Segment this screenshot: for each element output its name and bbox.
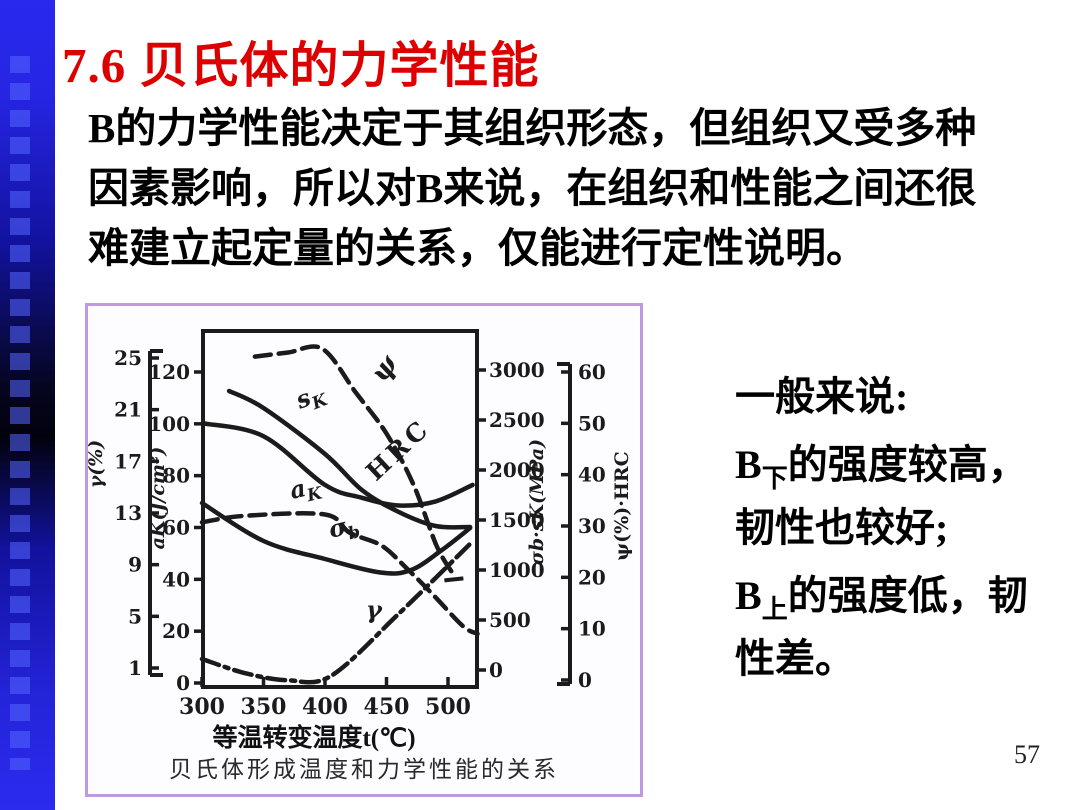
y-tick-label: 40: [162, 567, 190, 591]
body-line: 因素影响，所以对B来说，在组织和性能之间还很: [88, 165, 977, 211]
y-tick-label: 0: [489, 658, 503, 682]
x-tick-label: 450: [364, 694, 410, 720]
y-tick-label: 25: [114, 346, 142, 370]
note-line: B下的强度较高，: [735, 433, 1075, 496]
accent-bar: [0, 0, 55, 810]
y-tick-label: 1: [128, 656, 142, 680]
b-symbol: B: [735, 573, 762, 618]
series-sigma_b: [199, 500, 473, 576]
plot-frame: [201, 329, 479, 689]
axis-outer_right: 0 10 20 30 40 50 60 ψ(%)·HRC: [557, 360, 633, 692]
y-tick-label: 0: [176, 671, 190, 695]
y-tick-label: 100: [148, 412, 190, 436]
y-tick-label: 60: [162, 515, 190, 539]
y-tick-label: 1500: [489, 508, 545, 532]
body-paragraph: B的力学性能决定于其组织形态，但组织又受多种 因素影响，所以对B来说，在组织和性…: [88, 98, 1063, 278]
axis-title: γ(%): [88, 440, 107, 489]
series-label-sigma_b: σb: [325, 509, 362, 549]
series-label-psi: ψ: [364, 348, 405, 388]
x-axis: 300 350 400 450 500: [179, 677, 471, 720]
y-tick-label: 30: [578, 514, 606, 538]
y-tick-label: 21: [114, 398, 142, 422]
series-psi: [252, 344, 458, 580]
y-tick-label: 0: [578, 668, 592, 692]
series-HRC: [200, 421, 475, 508]
figure-box: 300 350 400 450 500 1 5 9 13 17 21 25 γ(%) 0 20 40 60 80 1…: [85, 303, 643, 797]
note-line: 韧性也较好;: [735, 505, 949, 550]
note-intro: 一般来说:: [735, 365, 1075, 428]
note-line: 性差。: [735, 636, 855, 681]
psi-end-cap: [444, 576, 464, 583]
x-tick-label: 500: [425, 694, 471, 720]
y-tick-label: 500: [489, 608, 531, 632]
note-line: B上的强度低，韧: [735, 564, 1075, 627]
axis-mpa_right: 0 500 1000 1500 2000 2500 3000 σb·sK(MPa): [477, 358, 548, 682]
y-tick-label: 20: [162, 619, 190, 643]
y-tick-label: 80: [162, 464, 190, 488]
y-tick-label: 2000: [489, 458, 545, 482]
mechanical-properties-chart: 300 350 400 450 50015913172125γ(%)0204060801…: [88, 329, 633, 782]
y-tick-label: 10: [578, 617, 606, 641]
y-tick-label: 50: [578, 411, 606, 435]
y-tick-label: 60: [578, 360, 606, 384]
axis-title: ψ(%)·HRC: [611, 451, 633, 560]
notes-block: 一般来说: B下的强度较高， 韧性也较好; B上的强度低，韧 性差。: [735, 365, 1075, 695]
b-subscript: 下: [761, 464, 788, 493]
body-line: B的力学性能决定于其组织形态，但组织又受多种: [88, 105, 977, 151]
x-tick-label: 350: [241, 694, 287, 720]
series-label-sK: sK: [290, 377, 331, 420]
b-symbol: B: [735, 442, 762, 487]
note-line: 一般来说:: [735, 374, 909, 419]
series-label-aK: aK: [287, 469, 325, 509]
y-tick-label: 120: [148, 360, 190, 384]
axis-title: aK(J/cm²): [147, 447, 169, 550]
body-line: 难建立起定量的关系，仅能进行定性说明。: [88, 225, 867, 271]
series-label-HRC: HRC: [360, 413, 436, 486]
series-aK: [199, 511, 480, 637]
axis-gamma_left: 1 5 9 13 17 21 25 γ(%): [88, 346, 163, 680]
x-axis-title: 等温转变温度t(℃): [212, 723, 415, 752]
series-gamma: [199, 539, 475, 685]
note-text: 的强度较高，: [787, 442, 1028, 487]
x-tick-label: 400: [302, 694, 348, 720]
series-label-gamma: γ: [366, 595, 383, 624]
y-tick-label: 13: [114, 501, 142, 525]
y-tick-label: 40: [578, 463, 606, 487]
axis-aK_left: 0 20 40 60 80 100 120 aK(J/cm²): [147, 360, 203, 695]
y-tick-label: 20: [578, 565, 606, 589]
note-upper-bainite: B上的强度低，韧 性差。: [735, 564, 1075, 690]
page-number: 57: [1014, 740, 1040, 769]
y-tick-label: 5: [128, 604, 142, 628]
figure-caption: 贝氏体形成温度和力学性能的关系: [169, 757, 559, 782]
note-lower-bainite: B下的强度较高， 韧性也较好;: [735, 433, 1075, 559]
y-tick-label: 17: [114, 449, 142, 473]
y-tick-label: 2500: [489, 408, 545, 432]
slide-title: 7.6 贝氏体的力学性能: [62, 38, 540, 93]
y-tick-label: 3000: [489, 358, 545, 382]
series-sK: [226, 388, 473, 530]
b-subscript: 上: [761, 595, 788, 624]
note-text: 的强度低，韧: [787, 573, 1028, 618]
x-tick-label: 300: [179, 694, 225, 720]
y-tick-label: 9: [128, 553, 142, 577]
y-tick-label: 1000: [489, 558, 545, 582]
axis-title: σb·sK(MPa): [526, 439, 548, 565]
